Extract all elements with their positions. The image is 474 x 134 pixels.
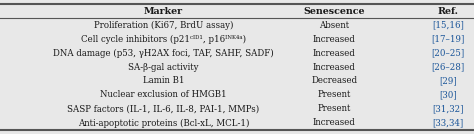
Text: Lamin B1: Lamin B1 <box>143 77 184 85</box>
Text: Increased: Increased <box>313 35 356 44</box>
Text: [33,34]: [33,34] <box>432 118 464 127</box>
Text: [20–25]: [20–25] <box>431 49 465 57</box>
Text: Nuclear exclusion of HMGB1: Nuclear exclusion of HMGB1 <box>100 90 227 99</box>
Text: [26–28]: [26–28] <box>431 62 465 72</box>
Text: [29]: [29] <box>439 77 457 85</box>
Text: Cell cycle inhibitors (p21ᶜᴵᴰ¹, p16ᴵᴺᴷ⁴ᵃ): Cell cycle inhibitors (p21ᶜᴵᴰ¹, p16ᴵᴺᴷ⁴ᵃ… <box>81 34 246 44</box>
Text: SA-β-gal activity: SA-β-gal activity <box>128 62 199 72</box>
Text: Marker: Marker <box>144 7 183 16</box>
Text: Present: Present <box>318 105 351 113</box>
Text: [31,32]: [31,32] <box>432 105 464 113</box>
Text: [30]: [30] <box>439 90 457 99</box>
Text: Decreased: Decreased <box>311 77 357 85</box>
Text: Anti-apoptotic proteins (Bcl-xL, MCL-1): Anti-apoptotic proteins (Bcl-xL, MCL-1) <box>78 118 249 128</box>
Text: SASP factors (IL-1, IL-6, IL-8, PAI-1, MMPs): SASP factors (IL-1, IL-6, IL-8, PAI-1, M… <box>67 105 260 113</box>
Text: DNA damage (p53, γH2AX foci, TAF, SAHF, SADF): DNA damage (p53, γH2AX foci, TAF, SAHF, … <box>53 49 274 58</box>
Text: Absent: Absent <box>319 21 349 29</box>
Text: Increased: Increased <box>313 49 356 57</box>
Text: Proliferation (Ki67, BrdU assay): Proliferation (Ki67, BrdU assay) <box>94 21 233 30</box>
Text: Increased: Increased <box>313 62 356 72</box>
Text: Increased: Increased <box>313 118 356 127</box>
Text: Present: Present <box>318 90 351 99</box>
Text: Senescence: Senescence <box>303 7 365 16</box>
Text: [17–19]: [17–19] <box>431 35 465 44</box>
Text: Ref.: Ref. <box>438 7 458 16</box>
Text: [15,16]: [15,16] <box>432 21 464 29</box>
